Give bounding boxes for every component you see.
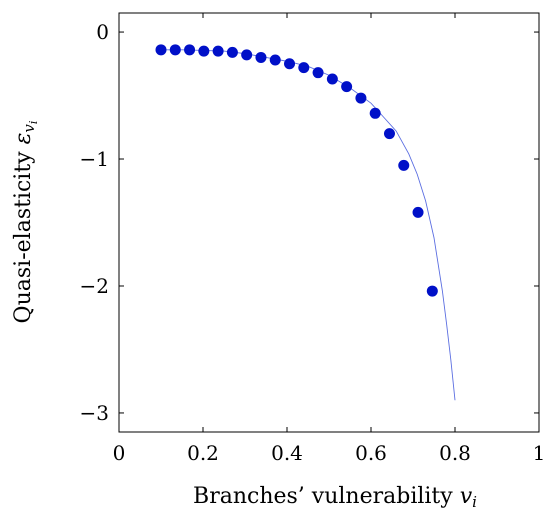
data-point — [383, 128, 395, 140]
y-tick-labels: 0 −1 −2 −3 — [80, 20, 109, 425]
data-point — [169, 44, 181, 56]
plot-frame — [118, 12, 540, 433]
y-tick-label: −3 — [80, 401, 109, 425]
data-point — [355, 92, 367, 104]
data-point — [326, 73, 338, 85]
y-axis-title: Quasi-elasticity εvi — [11, 121, 40, 324]
x-tick-label: 0.6 — [355, 441, 387, 465]
data-point — [312, 67, 324, 79]
x-tick-label: 0.4 — [271, 441, 303, 465]
axis-ticks — [118, 13, 540, 432]
data-point — [298, 62, 310, 74]
data-point — [198, 45, 210, 57]
x-tick-label: 0.8 — [439, 441, 471, 465]
data-point — [369, 107, 381, 119]
x-tick-labels: 0 0.2 0.4 0.6 0.8 1 — [113, 441, 546, 465]
x-tick-label: 1 — [533, 441, 546, 465]
data-point — [255, 51, 267, 63]
fitted-curve — [161, 49, 456, 401]
y-tick-label: −1 — [80, 147, 109, 171]
data-point — [269, 54, 281, 66]
data-point — [212, 45, 224, 57]
data-point — [426, 285, 438, 297]
x-tick-label: 0.2 — [187, 441, 219, 465]
y-tick-label: −2 — [80, 274, 109, 298]
data-points — [155, 44, 438, 297]
x-axis-title: Branches’ vulnerability vi — [193, 484, 477, 511]
data-point — [226, 46, 238, 58]
data-point — [241, 49, 253, 61]
data-point — [341, 81, 353, 93]
data-point — [412, 206, 424, 218]
x-tick-label: 0 — [113, 441, 126, 465]
data-point — [184, 44, 196, 56]
data-point — [398, 159, 410, 171]
y-tick-label: 0 — [96, 20, 109, 44]
data-point — [284, 58, 296, 70]
data-point — [155, 44, 167, 56]
